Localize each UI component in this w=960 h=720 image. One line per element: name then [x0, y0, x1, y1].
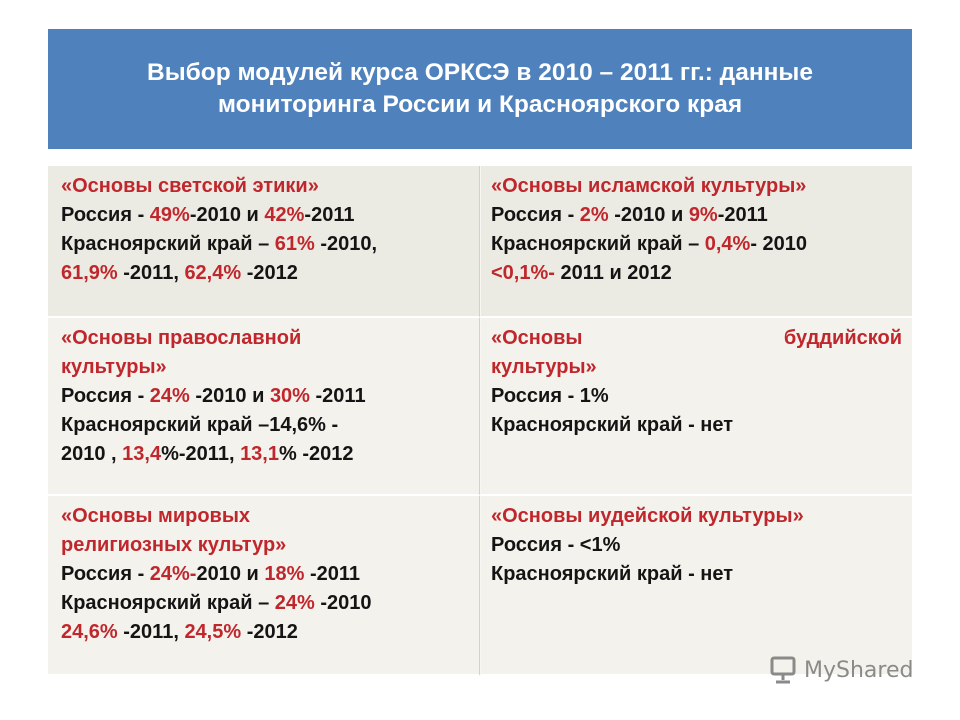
text: % -2012 [279, 443, 354, 465]
text: 2010 и [196, 563, 265, 585]
text: Россия - [61, 563, 150, 585]
krasnoyarsk-line-cont: 24,6% -2011, 24,5% -2012 [61, 618, 469, 647]
text: -2010, [314, 233, 378, 255]
russia-line: Россия - 24%-2010 и 18% -2011 [61, 560, 469, 589]
text: -2011 [304, 563, 361, 585]
value: 9% [688, 204, 718, 226]
cell-title-cont: культуры» [61, 356, 167, 378]
krasnoyarsk-line: Красноярский край - нет [491, 414, 734, 436]
text: -2010 и [189, 385, 270, 407]
cell-title: «Основы буддийской [491, 324, 902, 353]
text: -2012 [241, 262, 298, 284]
modules-table: «Основы светской этики» Россия - 49%-201… [48, 166, 912, 676]
cell-secular-ethics: «Основы светской этики» Россия - 49%-201… [48, 166, 480, 318]
text: Россия - [61, 204, 150, 226]
text: 2011 и 2012 [554, 262, 672, 284]
text: -2010 и [189, 204, 265, 226]
cell-title: «Основы исламской культуры» [491, 175, 807, 197]
text: -2011, [117, 262, 185, 284]
value: 13,4 [122, 443, 162, 465]
title-word: «Основы [491, 327, 583, 349]
value: 24,6% [61, 621, 118, 643]
russia-line: Россия - <1% [491, 534, 621, 556]
cell-title: «Основы иудейской культуры» [491, 505, 804, 527]
russia-line: Россия - 1% [491, 385, 609, 407]
value: 24% [274, 592, 315, 614]
text: 2010 , [61, 443, 123, 465]
krasnoyarsk-line: Красноярский край –14,6% - [61, 411, 469, 440]
text: Россия - [61, 385, 150, 407]
text: Красноярский край – [61, 592, 275, 614]
text: -2011 [309, 385, 366, 407]
text: - [325, 414, 339, 436]
slide-title-line1: Выбор модулей курса ОРКСЭ в 2010 – 2011 … [147, 59, 813, 86]
value: 30% [269, 385, 310, 407]
value: 42% [264, 204, 305, 226]
cell-title-cont: религиозных культур» [61, 534, 287, 556]
krasnoyarsk-line-cont: 2010 , 13,4%-2011, 13,1% -2012 [61, 440, 469, 469]
cell-title: «Основы светской этики» [61, 175, 319, 197]
slide-title-line2: мониторинга России и Красноярского края [217, 91, 743, 118]
text: - 2010 [750, 233, 808, 255]
value: 61% [274, 233, 315, 255]
text: -2011 [304, 204, 355, 226]
text: -2010 и [608, 204, 689, 226]
watermark-text: MyShared [804, 657, 914, 683]
text: Красноярский край – [61, 233, 275, 255]
slide-header: Выбор модулей курса ОРКСЭ в 2010 – 2011 … [48, 29, 912, 149]
value: 24%- [149, 563, 197, 585]
text: -2011, [117, 621, 185, 643]
cell-jewish-culture: «Основы иудейской культуры» Россия - <1%… [480, 496, 912, 676]
krasnoyarsk-line: Красноярский край – 61% -2010, [61, 230, 469, 259]
cell-title-cont: культуры» [491, 356, 597, 378]
title-word: буддийской [783, 327, 902, 349]
krasnoyarsk-line: Красноярский край – 24% -2010 [61, 589, 469, 618]
value: 24,5% [184, 621, 242, 643]
value: <0,1%- [491, 262, 555, 284]
krasnoyarsk-line-cont: 61,9% -2011, 62,4% -2012 [61, 259, 469, 288]
krasnoyarsk-line-cont: <0,1%- 2011 и 2012 [491, 259, 902, 288]
value: 62,4% [184, 262, 242, 284]
presentation-board-icon [770, 656, 796, 684]
cell-islamic-culture: «Основы исламской культуры» Россия - 2% … [480, 166, 912, 318]
russia-line: Россия - 49%-2010 и 42%-2011 [61, 201, 469, 230]
value: 18% [264, 563, 305, 585]
value: 2% [579, 204, 609, 226]
text: Красноярский край – [491, 233, 705, 255]
text: %-2011, [161, 443, 241, 465]
cell-world-religions: «Основы мировых религиозных культур» Рос… [48, 496, 480, 676]
cell-orthodox-culture: «Основы православной культуры» Россия - … [48, 318, 480, 496]
cell-buddhist-culture: «Основы буддийской культуры» Россия - 1% … [480, 318, 912, 496]
myshared-watermark: MyShared [768, 655, 913, 685]
value: 0,4% [704, 233, 751, 255]
text: Красноярский край – [61, 414, 270, 436]
text: -2010 [314, 592, 372, 614]
krasnoyarsk-line: Красноярский край – 0,4%- 2010 [491, 230, 902, 259]
slide-title: Выбор модулей курса ОРКСЭ в 2010 – 2011 … [147, 57, 813, 121]
text: 14,6% [269, 414, 326, 436]
value: 13,1 [240, 443, 279, 465]
value: 24% [149, 385, 190, 407]
value: 49% [149, 204, 190, 226]
cell-title: «Основы мировых [61, 505, 251, 527]
value: 61,9% [61, 262, 118, 284]
cell-title: «Основы православной [61, 327, 302, 349]
text: -2011 [717, 204, 768, 226]
text: Россия - [491, 204, 580, 226]
krasnoyarsk-line: Красноярский край - нет [491, 563, 734, 585]
russia-line: Россия - 2% -2010 и 9%-2011 [491, 201, 902, 230]
text: -2012 [241, 621, 298, 643]
russia-line: Россия - 24% -2010 и 30% -2011 [61, 382, 469, 411]
